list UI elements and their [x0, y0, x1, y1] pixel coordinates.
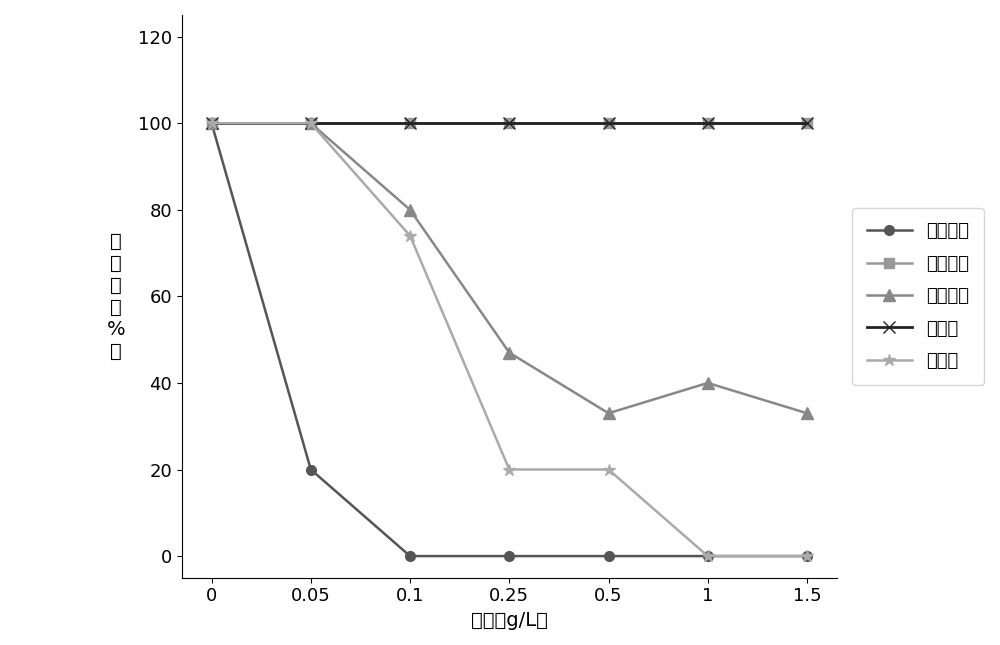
- 山梨酸镉: [801, 119, 813, 127]
- 多菌灵: [603, 119, 615, 127]
- Line: 多菌灵: 多菌灵: [206, 117, 813, 129]
- Line: 百菌清: 百菌清: [205, 117, 813, 562]
- 代森锰锡: [603, 552, 615, 560]
- 次氯酸钓: [603, 410, 615, 417]
- 山梨酸镉: [206, 119, 218, 127]
- 次氯酸钓: [503, 349, 515, 357]
- 多菌灵: [305, 119, 317, 127]
- 百菌清: [206, 119, 218, 127]
- 代森锰锡: [404, 552, 416, 560]
- 山梨酸镉: [305, 119, 317, 127]
- 多菌灵: [702, 119, 714, 127]
- 山梨酸镉: [404, 119, 416, 127]
- Line: 代森锰锡: 代森锰锡: [207, 118, 812, 561]
- 代森锰锡: [305, 466, 317, 473]
- 次氯酸钓: [206, 119, 218, 127]
- 百菌清: [503, 466, 515, 473]
- 代森锰锡: [801, 552, 813, 560]
- Text: 污
染
率
（
%
）: 污 染 率 （ % ）: [107, 232, 126, 361]
- 次氯酸钓: [404, 206, 416, 213]
- 山梨酸镉: [503, 119, 515, 127]
- 百菌清: [305, 119, 317, 127]
- 代森锰锡: [702, 552, 714, 560]
- 山梨酸镉: [702, 119, 714, 127]
- 多菌灵: [801, 119, 813, 127]
- 代森锰锡: [503, 552, 515, 560]
- 多菌灵: [503, 119, 515, 127]
- 次氯酸钓: [305, 119, 317, 127]
- Legend: 代森锰锡, 山梨酸镉, 次氯酸钓, 多菌灵, 百菌清: 代森锰锡, 山梨酸镉, 次氯酸钓, 多菌灵, 百菌清: [852, 208, 984, 384]
- 百菌清: [404, 232, 416, 240]
- 百菌清: [702, 552, 714, 560]
- 多菌灵: [404, 119, 416, 127]
- 多菌灵: [206, 119, 218, 127]
- 次氯酸钓: [702, 379, 714, 387]
- 代森锰锡: [206, 119, 218, 127]
- X-axis label: 浓度（g/L）: 浓度（g/L）: [471, 611, 548, 630]
- Line: 山梨酸镉: 山梨酸镉: [207, 118, 812, 128]
- 次氯酸钓: [801, 410, 813, 417]
- Line: 次氯酸钓: 次氯酸钓: [206, 117, 813, 419]
- 百菌清: [801, 552, 813, 560]
- 百菌清: [603, 466, 615, 473]
- 山梨酸镉: [603, 119, 615, 127]
